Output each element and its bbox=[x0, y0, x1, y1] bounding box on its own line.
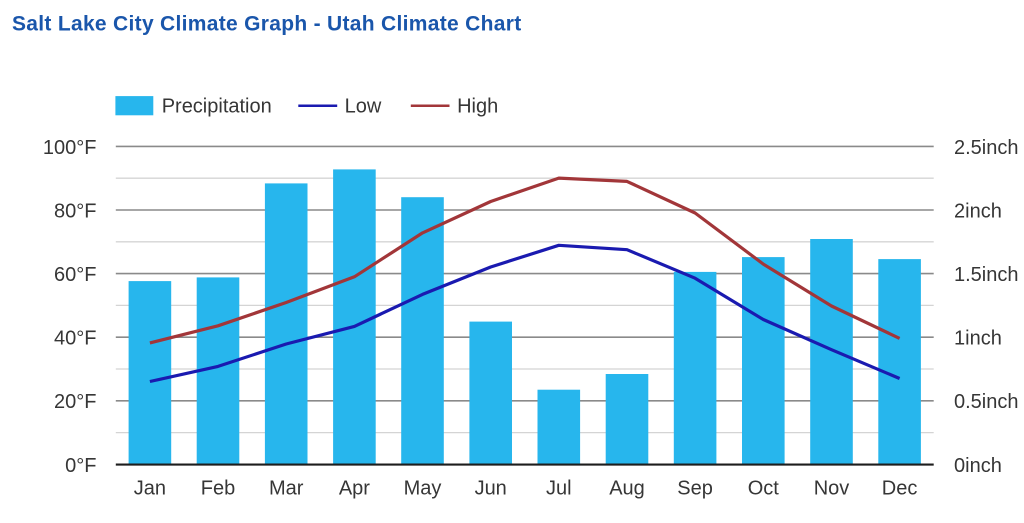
svg-text:May: May bbox=[404, 478, 442, 500]
svg-text:High: High bbox=[457, 95, 498, 117]
svg-text:Aug: Aug bbox=[609, 478, 645, 500]
svg-text:1.5inch: 1.5inch bbox=[954, 264, 1019, 286]
svg-text:0.5inch: 0.5inch bbox=[954, 391, 1019, 413]
svg-text:20°F: 20°F bbox=[54, 391, 96, 413]
svg-text:2.5inch: 2.5inch bbox=[954, 137, 1019, 159]
svg-text:60°F: 60°F bbox=[54, 264, 96, 286]
svg-text:Feb: Feb bbox=[201, 478, 235, 500]
svg-text:Low: Low bbox=[345, 95, 382, 117]
svg-text:Jan: Jan bbox=[134, 478, 166, 500]
svg-text:Mar: Mar bbox=[269, 478, 304, 500]
svg-text:40°F: 40°F bbox=[54, 328, 96, 350]
svg-text:Jun: Jun bbox=[475, 478, 507, 500]
svg-text:Precipitation: Precipitation bbox=[162, 95, 272, 117]
svg-text:Oct: Oct bbox=[748, 478, 780, 500]
svg-text:2inch: 2inch bbox=[954, 200, 1002, 222]
svg-text:Sep: Sep bbox=[677, 478, 713, 500]
svg-text:Apr: Apr bbox=[339, 478, 370, 500]
svg-text:Jul: Jul bbox=[546, 478, 572, 500]
svg-text:0°F: 0°F bbox=[65, 455, 96, 477]
svg-text:Salt Lake City Climate Graph -: Salt Lake City Climate Graph - Utah Clim… bbox=[12, 12, 521, 35]
svg-text:Dec: Dec bbox=[882, 478, 918, 500]
svg-text:100°F: 100°F bbox=[43, 137, 97, 159]
svg-text:1inch: 1inch bbox=[954, 328, 1002, 350]
svg-text:Nov: Nov bbox=[814, 478, 850, 500]
svg-text:80°F: 80°F bbox=[54, 200, 96, 222]
svg-text:0inch: 0inch bbox=[954, 455, 1002, 477]
